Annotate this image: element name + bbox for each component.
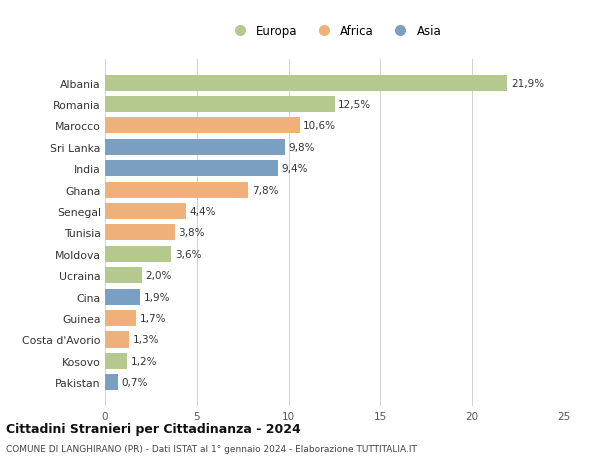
Bar [105, 246, 171, 262]
Bar [105, 353, 127, 369]
Text: 2,0%: 2,0% [145, 271, 172, 280]
Text: 7,8%: 7,8% [252, 185, 278, 195]
Text: COMUNE DI LANGHIRANO (PR) - Dati ISTAT al 1° gennaio 2024 - Elaborazione TUTTITA: COMUNE DI LANGHIRANO (PR) - Dati ISTAT a… [6, 444, 417, 453]
Text: 9,4%: 9,4% [281, 164, 308, 174]
Text: 1,9%: 1,9% [143, 292, 170, 302]
Bar [105, 97, 335, 113]
Bar [105, 161, 278, 177]
Text: 1,3%: 1,3% [133, 335, 159, 345]
Bar [105, 310, 136, 326]
Bar [105, 118, 299, 134]
Text: 3,8%: 3,8% [178, 228, 205, 238]
Text: 1,7%: 1,7% [140, 313, 166, 324]
Bar [105, 375, 118, 391]
Legend: Europa, Africa, Asia: Europa, Africa, Asia [223, 21, 446, 43]
Bar [105, 182, 248, 198]
Bar [105, 268, 142, 284]
Text: Cittadini Stranieri per Cittadinanza - 2024: Cittadini Stranieri per Cittadinanza - 2… [6, 422, 301, 436]
Bar [105, 332, 129, 348]
Text: 9,8%: 9,8% [289, 142, 315, 152]
Text: 3,6%: 3,6% [175, 249, 201, 259]
Bar [105, 289, 140, 305]
Bar [105, 140, 285, 156]
Bar [105, 225, 175, 241]
Text: 10,6%: 10,6% [303, 121, 336, 131]
Bar [105, 75, 507, 91]
Text: 4,4%: 4,4% [190, 207, 216, 217]
Text: 0,7%: 0,7% [122, 377, 148, 387]
Text: 1,2%: 1,2% [131, 356, 157, 366]
Text: 21,9%: 21,9% [511, 78, 544, 89]
Bar [105, 204, 186, 219]
Text: 12,5%: 12,5% [338, 100, 371, 110]
